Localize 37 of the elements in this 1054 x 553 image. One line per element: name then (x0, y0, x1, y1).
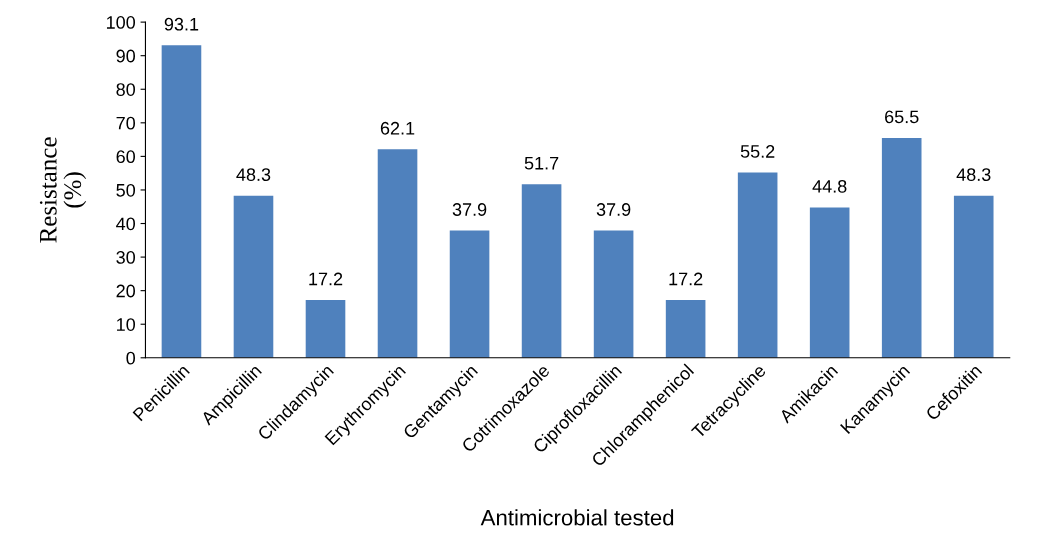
data-label: 37.9 (596, 203, 631, 216)
data-label: 65.5 (885, 110, 919, 124)
y-tick-label: 50 (116, 183, 136, 197)
y-tick-label: 10 (117, 318, 136, 331)
data-label: 48.3 (236, 168, 271, 181)
y-tick-label: 20 (116, 284, 136, 298)
bar (449, 230, 490, 358)
data-label: 17.2 (309, 272, 343, 286)
y-tick-label: 0 (126, 351, 136, 365)
bar (521, 184, 562, 358)
data-label: 37.9 (452, 203, 487, 216)
bar (233, 195, 274, 358)
bar (377, 149, 418, 358)
data-label: 62.1 (380, 121, 415, 135)
y-tick-label: 40 (116, 217, 136, 231)
y-tick-label: 70 (116, 116, 136, 130)
data-label: 44.8 (812, 179, 847, 193)
bar (737, 172, 778, 358)
bar (593, 230, 634, 358)
data-label: 55.2 (740, 145, 775, 158)
bar (305, 300, 346, 358)
data-label: 93.1 (164, 17, 199, 31)
y-tick-label: 90 (116, 49, 136, 63)
y-axis-title: Resistance (%) (39, 137, 87, 243)
bar (809, 207, 850, 358)
y-tick-label: 30 (116, 251, 136, 264)
data-label: 17.2 (669, 272, 703, 286)
y-tick-label: 100 (106, 16, 136, 29)
y-tick-label: 80 (116, 83, 136, 96)
bar (161, 45, 202, 358)
bar (665, 300, 706, 358)
x-axis-title: Antimicrobial tested (480, 509, 674, 526)
bar (881, 137, 922, 358)
bar (953, 195, 994, 358)
data-label: 48.3 (956, 168, 991, 181)
data-label: 51.7 (524, 156, 559, 170)
y-tick-label: 60 (116, 150, 136, 164)
